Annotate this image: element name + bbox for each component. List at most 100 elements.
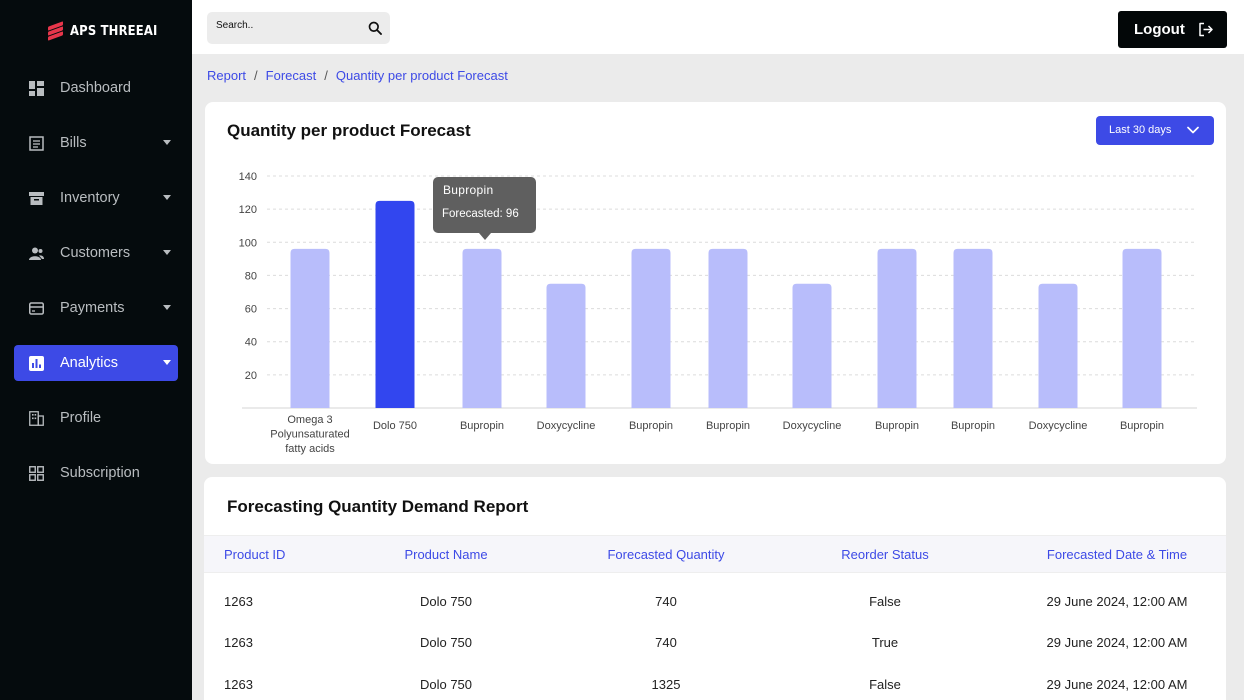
- cell-product-name: Dolo 750: [419, 594, 473, 609]
- y-tick-label: 40: [245, 337, 257, 349]
- search-input[interactable]: [216, 20, 356, 31]
- sidebar-item-label: Analytics: [60, 355, 119, 371]
- x-tick-label: Bupropin: [951, 420, 995, 432]
- column-header-forecasted-quantity[interactable]: Forecasted Quantity: [607, 547, 725, 562]
- logout-label: Logout: [1134, 21, 1185, 38]
- sidebar-item-analytics[interactable]: Analytics: [14, 345, 178, 381]
- customers-icon: [29, 247, 44, 260]
- chevron-down-icon: [1187, 126, 1199, 134]
- sidebar: APS THREEAI Dashboard Bills Inventory Cu…: [0, 0, 192, 700]
- chart-bar[interactable]: [1122, 248, 1162, 408]
- sidebar-item-inventory[interactable]: Inventory: [14, 180, 178, 216]
- column-header-product-name[interactable]: Product Name: [404, 547, 488, 562]
- column-header-reorder-status[interactable]: Reorder Status: [841, 547, 929, 562]
- date-range-label: Last 30 days: [1109, 124, 1172, 136]
- breadcrumb-report[interactable]: Report: [207, 68, 247, 83]
- sidebar-item-dashboard[interactable]: Dashboard: [14, 70, 178, 106]
- caret-down-icon: [163, 305, 171, 310]
- sidebar-item-label: Profile: [60, 410, 102, 426]
- tooltip-value: Forecasted: 96: [442, 208, 519, 220]
- table-row[interactable]: 1263 Dolo 750 1325 False 29 June 2024, 1…: [204, 677, 1226, 700]
- subscription-icon: [29, 466, 44, 481]
- brand-logo[interactable]: APS THREEAI: [48, 20, 172, 42]
- chart-bar[interactable]: [792, 283, 832, 408]
- analytics-icon: [29, 356, 44, 371]
- bar-chart: 20 40 60 80 100 120 140 Omega 3 Polyunsaturated f…: [239, 171, 1197, 455]
- cell-product-name: Dolo 750: [419, 677, 473, 692]
- forecast-chart-card: 20 40 60 80 100 120 140 Omega 3 Polyunsaturated f…: [205, 102, 1226, 464]
- breadcrumb-separator: /: [254, 68, 258, 83]
- x-tick-label: Bupropin: [875, 420, 919, 432]
- chart-bar[interactable]: [375, 200, 415, 408]
- caret-down-icon: [163, 360, 171, 365]
- sidebar-item-bills[interactable]: Bills: [14, 125, 178, 161]
- y-tick-label: 20: [245, 370, 257, 382]
- cell-product-id: 1263: [224, 594, 253, 609]
- chart-bar[interactable]: [953, 248, 993, 408]
- chart-bar[interactable]: [290, 248, 330, 408]
- chart-title: Quantity per product Forecast: [227, 121, 471, 140]
- cell-reorder-status: False: [869, 677, 901, 692]
- cell-forecasted-quantity: 1325: [651, 677, 681, 692]
- dashboard-icon: [29, 81, 44, 96]
- sidebar-item-label: Customers: [60, 245, 131, 261]
- cell-product-name: Dolo 750: [419, 635, 473, 650]
- y-tick-label: 60: [245, 304, 257, 316]
- caret-down-icon: [163, 250, 171, 255]
- sidebar-item-label: Subscription: [60, 465, 140, 481]
- payments-icon: [29, 302, 44, 315]
- cell-product-id: 1263: [224, 635, 253, 650]
- cell-forecasted-quantity: 740: [655, 635, 677, 650]
- chart-bar[interactable]: [462, 248, 502, 408]
- sidebar-item-subscription[interactable]: Subscription: [14, 455, 178, 491]
- x-tick-label: Bupropin: [629, 420, 673, 432]
- chart-bar[interactable]: [708, 248, 748, 408]
- caret-down-icon: [163, 195, 171, 200]
- table-header: Product ID Product Name Forecasted Quant…: [204, 535, 1226, 573]
- sidebar-item-label: Bills: [60, 135, 87, 151]
- logout-button[interactable]: Logout: [1118, 11, 1227, 48]
- sidebar-item-label: Inventory: [60, 190, 120, 206]
- search-icon[interactable]: [368, 21, 382, 35]
- chart-bar[interactable]: [546, 283, 586, 408]
- breadcrumb-forecast[interactable]: Forecast: [265, 68, 317, 83]
- bills-icon: [29, 136, 44, 151]
- chart-bar[interactable]: [631, 248, 671, 408]
- x-tick-label: Doxycycline: [783, 420, 842, 432]
- table-row[interactable]: 1263 Dolo 750 740 False 29 June 2024, 12…: [204, 594, 1226, 635]
- profile-icon: [29, 411, 44, 426]
- cell-forecasted-date: 29 June 2024, 12:00 AM: [1046, 677, 1188, 692]
- tooltip-product: Bupropin: [443, 183, 494, 197]
- cell-forecasted-date: 29 June 2024, 12:00 AM: [1046, 594, 1188, 609]
- sidebar-item-customers[interactable]: Customers: [14, 235, 178, 271]
- y-tick-label: 120: [239, 204, 257, 216]
- breadcrumb: Report / Forecast / Quantity per product…: [207, 68, 508, 83]
- x-tick-label: Dolo 750: [373, 420, 417, 432]
- forecast-table-card: Forecasting Quantity Demand Report Produ…: [204, 477, 1226, 700]
- x-tick-label: Doxycycline: [1029, 420, 1088, 432]
- x-tick-label: Bupropin: [706, 420, 750, 432]
- x-tick-label: Doxycycline: [537, 420, 596, 432]
- chart-bar[interactable]: [1038, 283, 1078, 408]
- chart-tooltip: Bupropin Forecasted: 96: [433, 177, 536, 240]
- sidebar-item-payments[interactable]: Payments: [14, 290, 178, 326]
- search-box[interactable]: [207, 12, 390, 44]
- sidebar-item-profile[interactable]: Profile: [14, 400, 178, 436]
- sidebar-item-label: Dashboard: [60, 80, 131, 96]
- cell-reorder-status: False: [869, 594, 901, 609]
- date-range-dropdown[interactable]: Last 30 days: [1096, 116, 1214, 145]
- breadcrumb-separator: /: [324, 68, 328, 83]
- cell-forecasted-date: 29 June 2024, 12:00 AM: [1046, 635, 1188, 650]
- column-header-forecasted-date[interactable]: Forecasted Date & Time: [1046, 547, 1188, 562]
- caret-down-icon: [163, 140, 171, 145]
- brand-name: APS THREEAI: [70, 23, 158, 39]
- column-header-product-id[interactable]: Product ID: [224, 547, 286, 562]
- chart-bar[interactable]: [877, 248, 917, 408]
- x-tick-label: Bupropin: [460, 420, 504, 432]
- cell-product-id: 1263: [224, 677, 253, 692]
- top-bar: Logout: [192, 0, 1244, 54]
- breadcrumb-current[interactable]: Quantity per product Forecast: [335, 68, 508, 83]
- x-tick-label: fatty acids: [285, 443, 335, 455]
- table-row[interactable]: 1263 Dolo 750 740 True 29 June 2024, 12:…: [204, 635, 1226, 676]
- logo-icon: [48, 20, 63, 41]
